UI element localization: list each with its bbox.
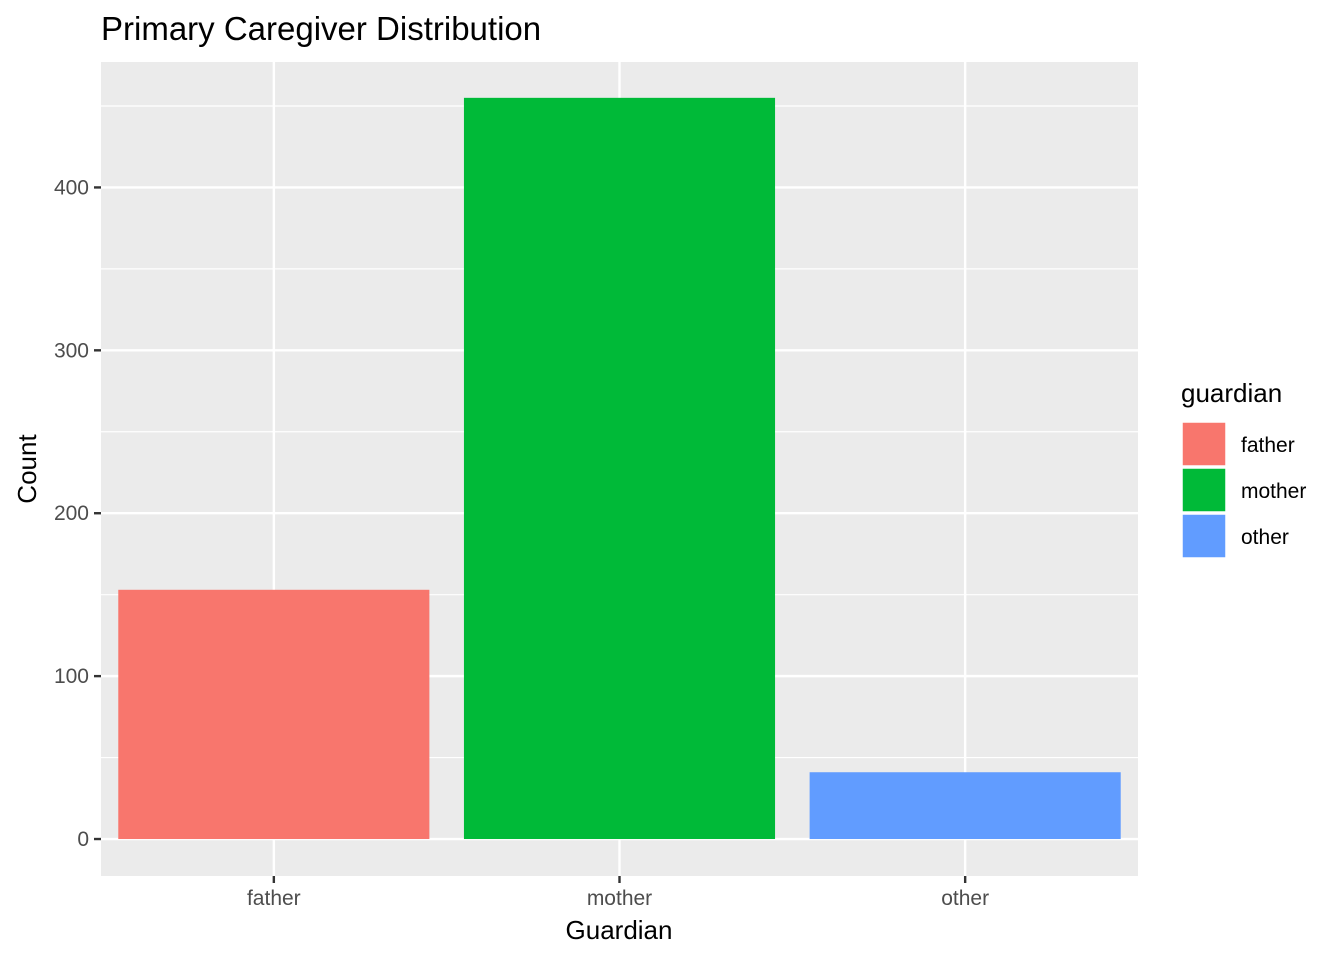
legend-key-other — [1181, 513, 1227, 559]
legend-key-father — [1181, 421, 1227, 467]
y-tick-label: 400 — [54, 176, 89, 199]
y-tick-label: 100 — [54, 665, 89, 688]
bars — [118, 97, 1121, 840]
bar-father — [118, 589, 430, 840]
bar-other — [809, 772, 1121, 840]
y-axis: 0 100 200 300 400 — [54, 176, 101, 851]
legend-key-mother — [1181, 467, 1227, 513]
legend-title: guardian — [1181, 378, 1282, 408]
y-axis-title: Count — [12, 434, 42, 504]
y-tick-label: 0 — [77, 828, 89, 851]
legend: guardian father mother other — [1181, 378, 1306, 559]
legend-label-mother: mother — [1241, 480, 1306, 503]
y-tick-label: 300 — [54, 339, 89, 362]
x-tick-label: father — [247, 887, 301, 910]
bar-mother — [463, 97, 776, 840]
x-tick-label: mother — [587, 887, 652, 910]
x-tick-label: other — [941, 887, 989, 910]
y-tick-label: 200 — [54, 502, 89, 525]
legend-label-father: father — [1241, 434, 1295, 457]
x-axis-title: Guardian — [566, 915, 673, 945]
chart-title: Primary Caregiver Distribution — [101, 10, 541, 47]
x-axis: father mother other — [247, 876, 989, 910]
legend-label-other: other — [1241, 526, 1289, 549]
